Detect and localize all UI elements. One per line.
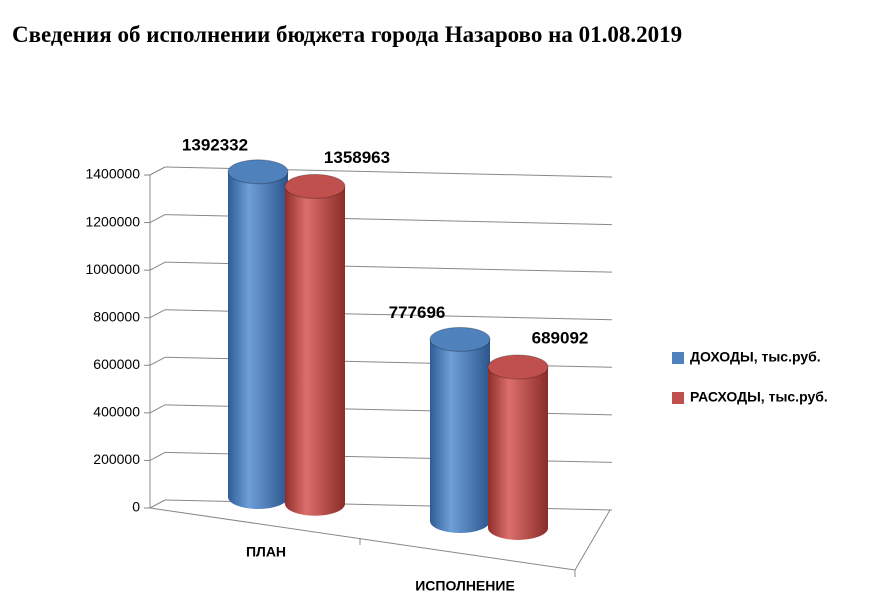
- data-label: 689092: [532, 328, 589, 347]
- cylinder: [429, 326, 491, 534]
- cylinder: [227, 159, 289, 509]
- cylinder-top: [487, 354, 549, 380]
- cylinder-top: [429, 326, 491, 352]
- cylinder-top: [227, 159, 289, 185]
- bar: [430, 339, 490, 522]
- grid-line: [149, 261, 166, 271]
- legend-label: РАСХОДЫ, тыс.руб.: [690, 389, 828, 405]
- bar: [488, 366, 548, 528]
- grid-line: [149, 356, 166, 366]
- grid-line: [149, 451, 166, 461]
- x-tick-label: ПЛАН: [246, 544, 286, 560]
- cylinder-top: [284, 173, 346, 199]
- cylinder: [487, 354, 549, 540]
- x-tick-label: ИСПОЛНЕНИЕ: [415, 578, 515, 594]
- grid-line: [149, 309, 166, 319]
- y-tick-label: 800000: [93, 308, 140, 324]
- data-label: 1392332: [182, 135, 248, 154]
- y-tick-label: 200000: [93, 451, 140, 467]
- cylinder: [284, 173, 346, 516]
- y-tick-label: 400000: [93, 404, 140, 420]
- bar: [228, 171, 288, 498]
- y-tick-label: 0: [132, 499, 140, 515]
- y-tick-label: 1000000: [85, 261, 140, 277]
- data-label: 777696: [389, 303, 446, 322]
- grid-line: [149, 499, 166, 509]
- legend-swatch: [672, 392, 684, 404]
- y-tick-label: 600000: [93, 356, 140, 372]
- y-tick-label: 1400000: [85, 166, 140, 182]
- legend-swatch: [672, 352, 684, 364]
- legend-label: ДОХОДЫ, тыс.руб.: [690, 349, 821, 365]
- y-tick-label: 1200000: [85, 213, 140, 229]
- floor: [149, 175, 611, 577]
- chart-title: Сведения об исполнении бюджета города На…: [12, 22, 682, 47]
- data-label: 1358963: [324, 148, 390, 167]
- grid-line: [149, 404, 166, 414]
- grid-line: [149, 214, 166, 224]
- bar: [285, 186, 345, 504]
- grid-line: [149, 166, 166, 176]
